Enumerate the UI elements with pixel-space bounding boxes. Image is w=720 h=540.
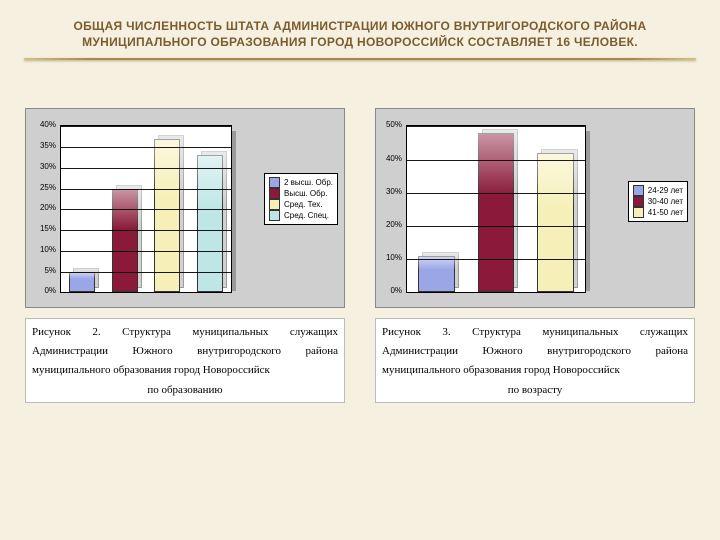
bar [478, 133, 515, 292]
chart1-panel: 0% 5% 10% 15% 20% 25% 30% 35% 40% 2 высш. Обр.Вы… [25, 108, 345, 403]
y-tick-label: 0% [378, 286, 402, 295]
chart1-plot [60, 125, 232, 293]
legend-label: Сред. Тех. [284, 200, 323, 210]
legend-row: Сред. Спец. [269, 210, 333, 221]
legend-swatch [269, 177, 280, 188]
bar [537, 153, 574, 292]
bar [154, 139, 180, 293]
bar [69, 272, 95, 293]
chart1-box: 0% 5% 10% 15% 20% 25% 30% 35% 40% 2 высш. Обр.Вы… [25, 108, 345, 308]
legend-swatch [269, 199, 280, 210]
y-tick-label: 35% [32, 141, 56, 150]
legend-swatch [633, 185, 644, 196]
y-tick-label: 40% [378, 154, 402, 163]
y-tick-label: 30% [378, 187, 402, 196]
legend-swatch [269, 188, 280, 199]
gridline [61, 209, 231, 210]
legend-swatch [633, 207, 644, 218]
gridline [407, 160, 585, 161]
chart2-plot [406, 125, 586, 293]
legend-swatch [269, 210, 280, 221]
title-divider [24, 58, 696, 60]
legend-row: 30-40 лет [633, 196, 683, 207]
legend-label: Высш. Обр. [284, 189, 327, 199]
chart2-caption: Рисунок 3. Структура муниципальных служа… [375, 318, 695, 403]
gridline [61, 230, 231, 231]
y-tick-label: 40% [32, 120, 56, 129]
y-tick-label: 50% [378, 120, 402, 129]
gridline [61, 272, 231, 273]
chart2-legend: 24-29 лет30-40 лет41-50 лет [628, 181, 688, 222]
legend-label: 2 высш. Обр. [284, 178, 333, 188]
chart2-bars [407, 126, 585, 292]
chart2-panel: 0% 10% 20% 30% 40% 50% 24-29 лет30-40 лет41-5… [375, 108, 695, 403]
y-tick-label: 25% [32, 183, 56, 192]
y-tick-label: 30% [32, 162, 56, 171]
charts-row: 0% 5% 10% 15% 20% 25% 30% 35% 40% 2 высш. Обр.Вы… [24, 108, 696, 403]
legend-label: 30-40 лет [648, 197, 683, 207]
bar [418, 256, 455, 293]
legend-label: 24-29 лет [648, 186, 683, 196]
page-title: ОБЩАЯ ЧИСЛЕННОСТЬ ШТАТА АДМИНИСТРАЦИИ ЮЖ… [24, 18, 696, 50]
gridline [61, 189, 231, 190]
gridline [61, 251, 231, 252]
chart1-caption: Рисунок 2. Структура муниципальных служа… [25, 318, 345, 403]
chart2-box: 0% 10% 20% 30% 40% 50% 24-29 лет30-40 лет41-5… [375, 108, 695, 308]
legend-row: 41-50 лет [633, 207, 683, 218]
chart1-legend: 2 высш. Обр.Высш. Обр.Сред. Тех.Сред. Сп… [264, 173, 338, 225]
gridline [407, 226, 585, 227]
y-tick-label: 15% [32, 224, 56, 233]
bar [112, 189, 138, 293]
chart2-caption-main: Рисунок 3. Структура муниципальных служа… [382, 326, 688, 375]
y-tick-label: 5% [32, 266, 56, 275]
gridline [61, 292, 231, 293]
gridline [61, 126, 231, 127]
legend-row: 24-29 лет [633, 185, 683, 196]
chart2-caption-sub: по возрасту [382, 381, 688, 400]
legend-label: 41-50 лет [648, 208, 683, 218]
y-tick-label: 20% [32, 203, 56, 212]
y-tick-label: 10% [32, 245, 56, 254]
legend-row: Высш. Обр. [269, 188, 333, 199]
chart1-caption-main: Рисунок 2. Структура муниципальных служа… [32, 326, 338, 375]
legend-row: Сред. Тех. [269, 199, 333, 210]
slide: ОБЩАЯ ЧИСЛЕННОСТЬ ШТАТА АДМИНИСТРАЦИИ ЮЖ… [0, 0, 720, 540]
legend-swatch [633, 196, 644, 207]
legend-label: Сред. Спец. [284, 211, 329, 221]
y-tick-label: 20% [378, 220, 402, 229]
y-tick-label: 0% [32, 286, 56, 295]
chart1-caption-sub: по образованию [32, 381, 338, 400]
gridline [407, 193, 585, 194]
legend-row: 2 высш. Обр. [269, 177, 333, 188]
gridline [407, 292, 585, 293]
y-tick-label: 10% [378, 253, 402, 262]
gridline [407, 259, 585, 260]
gridline [61, 168, 231, 169]
gridline [407, 126, 585, 127]
gridline [61, 147, 231, 148]
